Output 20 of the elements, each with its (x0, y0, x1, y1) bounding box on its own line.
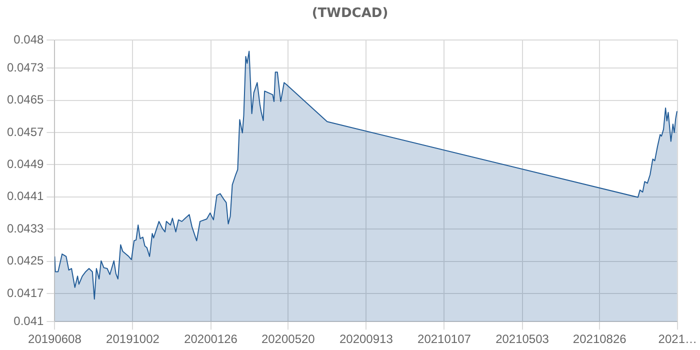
y-tick-label: 0.0473 (7, 60, 44, 74)
y-tick-label: 0.041 (14, 314, 44, 328)
y-tick-label: 0.0465 (7, 92, 44, 107)
y-tick-label: 0.0425 (7, 254, 44, 268)
x-tick-label: 20210503 (496, 332, 550, 346)
y-tick-label: 0.0449 (7, 157, 44, 172)
chart-title: (TWDCAD) (310, 6, 390, 21)
y-tick-label: 0.0457 (7, 124, 44, 139)
x-tick-label: 20190608 (28, 332, 82, 346)
x-tick-label: 2021… (658, 332, 698, 346)
x-tick-label: 20200126 (184, 332, 238, 346)
x-tick-label: 20191002 (106, 332, 160, 346)
x-tick-label: 20210107 (418, 332, 472, 346)
x-tick-label: 20200913 (339, 332, 394, 346)
x-tick-label: 20200520 (261, 332, 316, 346)
y-tick-label: 0.0433 (7, 221, 44, 236)
y-tick-label: 0.048 (14, 32, 44, 46)
x-tick-label: 20210826 (572, 332, 627, 346)
y-tick-label: 0.0417 (7, 286, 44, 300)
y-tick-label: 0.0441 (7, 189, 44, 204)
